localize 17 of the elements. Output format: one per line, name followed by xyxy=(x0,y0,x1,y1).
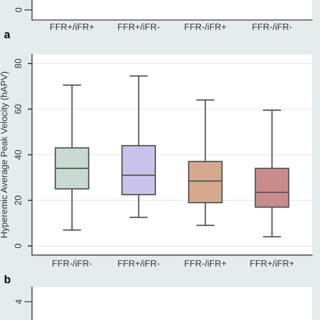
text: 4 xyxy=(16,299,22,304)
x-tick-label: FFR+/iFR+ xyxy=(250,260,294,267)
text: b xyxy=(4,275,10,284)
category-label: FFR+/iFR+ xyxy=(50,23,94,30)
y-axis-title: Hyperemic Average Peak Velocity (hAPV) xyxy=(0,72,9,238)
x-tick-label: FFR-/iFR+ xyxy=(184,260,226,267)
x-tick-label: FFR-/iFR- xyxy=(52,260,92,267)
x-tick-label: FFR+/iFR- xyxy=(118,260,160,267)
category-label: FFR-/iFR- xyxy=(252,23,292,30)
y-tick-label: 80 xyxy=(14,58,22,68)
y-tick-label: 60 xyxy=(14,104,22,114)
y-tick-label: 0 xyxy=(14,244,22,248)
text: a xyxy=(4,32,10,38)
category-label: FFR+/iFR- xyxy=(118,23,160,30)
y-tick-label: 40 xyxy=(14,150,22,160)
y-tick-label: 20 xyxy=(14,196,22,205)
category-label: FFR-/iFR+ xyxy=(184,23,226,30)
